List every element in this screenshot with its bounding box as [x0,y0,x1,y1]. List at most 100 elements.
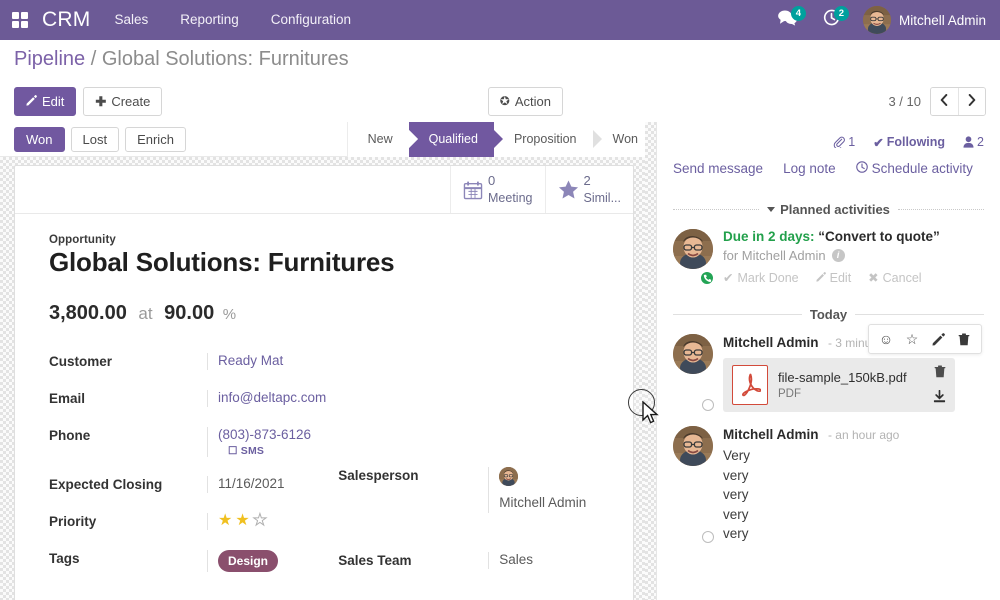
user-menu[interactable]: Mitchell Admin [853,6,992,34]
following-status[interactable]: ✔ Following [873,135,945,150]
menu-configuration[interactable]: Configuration [270,12,352,27]
download-icon[interactable] [933,389,946,405]
messages-menu[interactable]: 4 [765,0,810,40]
tag-design[interactable]: Design [218,550,279,572]
apps-menu-toggle[interactable] [0,0,40,40]
won-button[interactable]: Won [14,126,65,152]
info-icon[interactable]: i [831,249,845,262]
followers-counter[interactable]: 2 [963,135,984,149]
star-icon[interactable]: ☆ [905,330,919,347]
send-message-button[interactable]: Send message [673,161,764,176]
create-button[interactable]: ✚ Create [83,86,163,116]
divider-line-left [673,209,760,210]
won-lost-buttons: Won Lost Enrich [0,126,186,152]
expected-revenue-value[interactable]: 3,800.00 [49,302,127,324]
breadcrumb-root[interactable]: Pipeline [14,48,86,70]
activity-assignee: for Mitchell Admin [723,248,826,263]
planned-activities-toggle[interactable]: Planned activities [767,202,890,217]
attachments-counter[interactable]: 1 [833,135,855,149]
field-phone-value: (803)-873-6126 ☐ SMS [207,427,326,457]
field-sales-team: Sales Team Sales [338,551,609,570]
stage-new-label: New [367,132,393,146]
trash-icon[interactable] [953,329,975,349]
pane-gutter [645,122,656,600]
enrich-button[interactable]: Enrich [125,126,186,152]
message-line: very [723,506,749,522]
phone-link[interactable]: (803)-873-6126 [218,427,312,442]
avatar [673,334,713,374]
mark-done-button[interactable]: ✔ Mark Done [723,270,799,286]
field-customer-label: Customer [49,354,113,369]
edit-button[interactable]: Edit [14,86,77,116]
message-timestamp: - an hour ago [827,428,900,442]
activities-menu[interactable]: 2 [810,0,853,40]
check-icon: ✔ [723,271,734,285]
messages-badge: 4 [790,6,806,21]
plus-icon: ✚ [95,93,107,109]
breadcrumb: Pipeline / Global Solutions: Furnitures [14,48,1000,71]
message-avatar-wrap [673,426,714,544]
attachment-card[interactable]: file-sample_150kB.pdf PDF [723,358,955,412]
field-expected-closing-value: 11/16/2021 [207,476,326,493]
message-author[interactable]: Mitchell Admin [723,427,819,442]
activity-cancel-button[interactable]: ✖ Cancel [868,270,921,286]
check-icon: ✔ [873,135,884,150]
form-background: 0 Meeting 2 S [0,157,656,600]
menu-sales[interactable]: Sales [114,12,149,27]
message-author[interactable]: Mitchell Admin [723,335,819,350]
menu-reporting[interactable]: Reporting [180,12,239,27]
chatter-column: 1 ✔ Following 2 [656,122,1000,600]
sms-button[interactable]: ☐ SMS [228,445,264,457]
apps-grid-icon [12,12,28,28]
action-button[interactable]: ✪ Action [487,86,563,116]
email-link[interactable]: info@deltapc.com [218,390,327,405]
schedule-activity-button[interactable]: Schedule activity [855,161,973,176]
stage-qualified[interactable]: Qualified [408,121,504,157]
stage-new[interactable]: New [347,121,418,157]
lost-button[interactable]: Lost [70,126,120,152]
emoji-icon[interactable]: ☺ [878,331,894,347]
log-note-button[interactable]: Log note [783,161,836,176]
stat-button-similar[interactable]: 2 Simil... [544,166,634,213]
activity-avatar-wrap [673,229,715,286]
star-icon-3[interactable]: ★ [252,512,268,529]
probability-value[interactable]: 90.00 [164,302,215,324]
field-phone-label: Phone [49,428,91,443]
stat-similar-value: 2 [583,172,591,188]
avatar [499,467,519,486]
activities-badge: 2 [833,6,849,21]
pencil-icon[interactable] [927,329,949,349]
paperclip-icon [833,136,846,148]
stat-buttons-row: 0 Meeting 2 S [15,166,633,214]
field-salesperson-label: Salesperson [338,468,419,483]
field-sales-team-value[interactable]: Sales [488,551,609,569]
pager-next-button[interactable] [957,87,985,115]
avatar [673,426,713,466]
stat-button-meeting[interactable]: 0 Meeting [450,166,544,213]
stat-meeting-label: Meeting [488,190,533,205]
star-icon-2[interactable]: ★ [235,512,250,529]
right-column-spacer-2 [338,532,609,552]
customer-link[interactable]: Ready Mat [218,353,284,368]
trash-icon[interactable] [934,365,946,380]
activity-edit-button[interactable]: Edit [816,270,851,285]
stage-proposition[interactable]: Proposition [493,121,602,157]
create-button-label: Create [111,93,151,109]
star-icon [558,179,579,200]
field-expected-closing-label: Expected Closing [49,477,163,492]
sms-label: SMS [240,445,265,457]
control-panel-left: Edit ✚ Create [14,86,163,116]
salesperson-chip[interactable]: Mitchell Admin [499,467,609,513]
mobile-icon: ☐ [228,445,238,457]
app-brand-crm[interactable]: CRM [42,8,91,31]
action-button-label: Action [514,93,551,109]
attachment-buttons [933,365,946,405]
pencil-icon [816,271,826,285]
star-icon-1[interactable]: ★ [218,512,233,529]
page-title: Global Solutions: Furnitures [49,247,395,277]
pager-previous-button[interactable] [930,87,958,115]
avatar [862,6,891,34]
stat-button-meeting-text: 0 Meeting [488,173,532,207]
field-sales-team-label: Sales Team [338,552,412,568]
activity-assignee-row: for Mitchell Admin i [723,248,984,263]
